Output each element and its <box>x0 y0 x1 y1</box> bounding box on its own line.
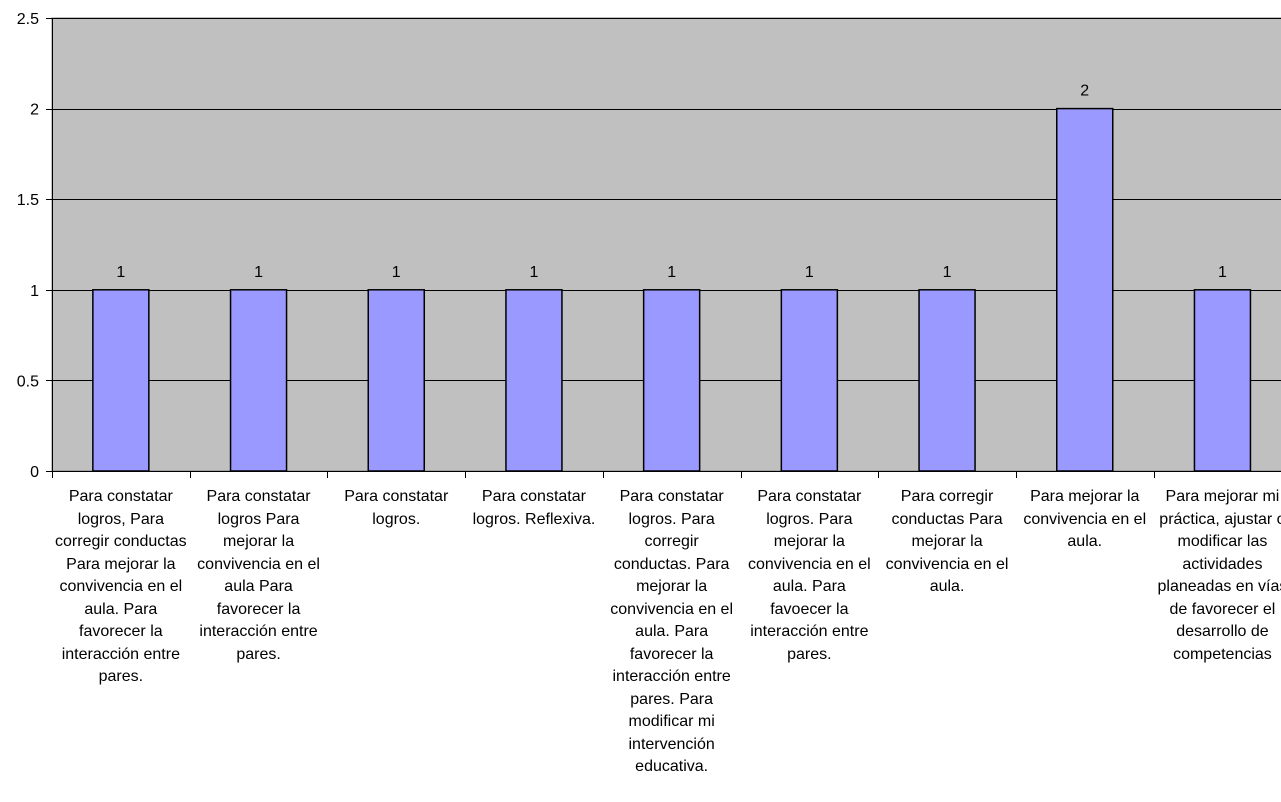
bar <box>92 289 150 472</box>
y-tick-label: 1.5 <box>17 192 39 209</box>
data-label: 1 <box>529 264 538 281</box>
x-tick-label: Para constatar logros. Para mejorar la c… <box>747 488 871 663</box>
data-label: 1 <box>805 264 814 281</box>
data-label: 1 <box>667 264 676 281</box>
bar <box>642 289 701 472</box>
y-tick-label: 2 <box>30 102 39 119</box>
x-tick-label: Para corregir conductas Para mejorar la … <box>885 488 1009 595</box>
x-tick-label: Para mejorar mi práctica, ajustar o modi… <box>1157 488 1281 663</box>
y-tick-label: 0 <box>30 464 39 481</box>
bar <box>918 289 976 472</box>
x-tick-label: Para constatar logros. Reflexiva. <box>472 488 596 528</box>
bar <box>780 289 839 472</box>
x-tick-label: Para constatar logros. Para corregir con… <box>610 488 734 775</box>
data-label: 1 <box>116 264 125 281</box>
data-label: 1 <box>254 264 263 281</box>
y-tick-label: 2.5 <box>17 11 39 28</box>
x-tick-label: Para constatar logros, Para corregir con… <box>55 488 187 685</box>
bar <box>505 289 563 472</box>
y-tick-label: 1 <box>30 283 39 300</box>
data-label: 1 <box>1218 264 1227 281</box>
bar <box>1193 289 1252 472</box>
bar <box>367 289 425 472</box>
data-label: 2 <box>1080 83 1089 100</box>
bar <box>229 289 288 472</box>
x-tick-label: Para constatar logros Para mejorar la co… <box>197 488 320 663</box>
data-label: 1 <box>392 264 401 281</box>
data-label: 1 <box>943 264 952 281</box>
bar <box>1056 107 1114 472</box>
y-tick-label: 0.5 <box>17 373 39 390</box>
x-tick-label: Para mejorar la convivencia en el aula. <box>1023 488 1147 550</box>
x-tick-label: Para constatar logros. <box>344 488 449 528</box>
